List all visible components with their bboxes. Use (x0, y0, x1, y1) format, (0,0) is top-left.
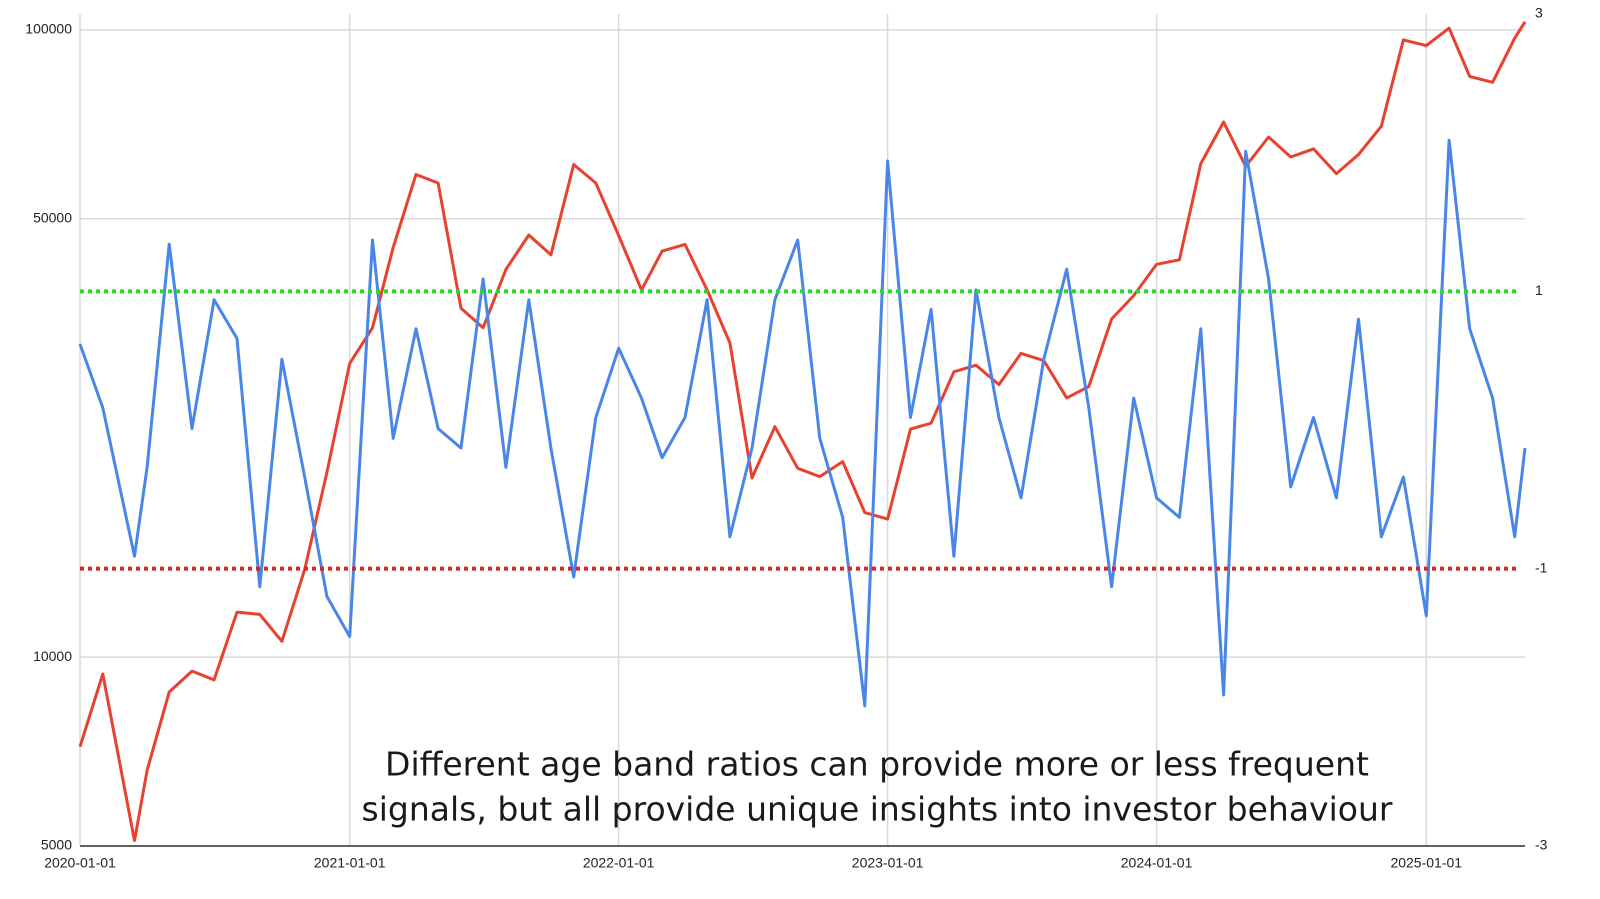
y2-tick-label: -1 (1535, 559, 1548, 575)
y-tick-label: 100000 (25, 21, 72, 37)
y2-tick-label: 1 (1535, 282, 1543, 298)
data-line (78, 138, 1527, 708)
annotation: Different age band ratios can provide mo… (385, 745, 1369, 784)
y-tick-label: 5000 (41, 837, 72, 853)
y2-tick-label: 3 (1535, 5, 1543, 21)
y-tick-label: 10000 (33, 648, 72, 664)
annotation: signals, but all provide unique insights… (362, 790, 1393, 829)
x-tick-label: 2022-01-01 (583, 855, 655, 871)
x-tick-label: 2020-01-01 (44, 855, 116, 871)
x-tick-label: 2025-01-01 (1390, 855, 1462, 871)
x-tick-label: 2023-01-01 (852, 855, 924, 871)
data-line (78, 21, 1527, 843)
y2-tick-label: -3 (1535, 837, 1548, 853)
x-tick-label: 2024-01-01 (1121, 855, 1193, 871)
x-tick-label: 2021-01-01 (314, 855, 386, 871)
y-tick-label: 50000 (33, 209, 72, 225)
